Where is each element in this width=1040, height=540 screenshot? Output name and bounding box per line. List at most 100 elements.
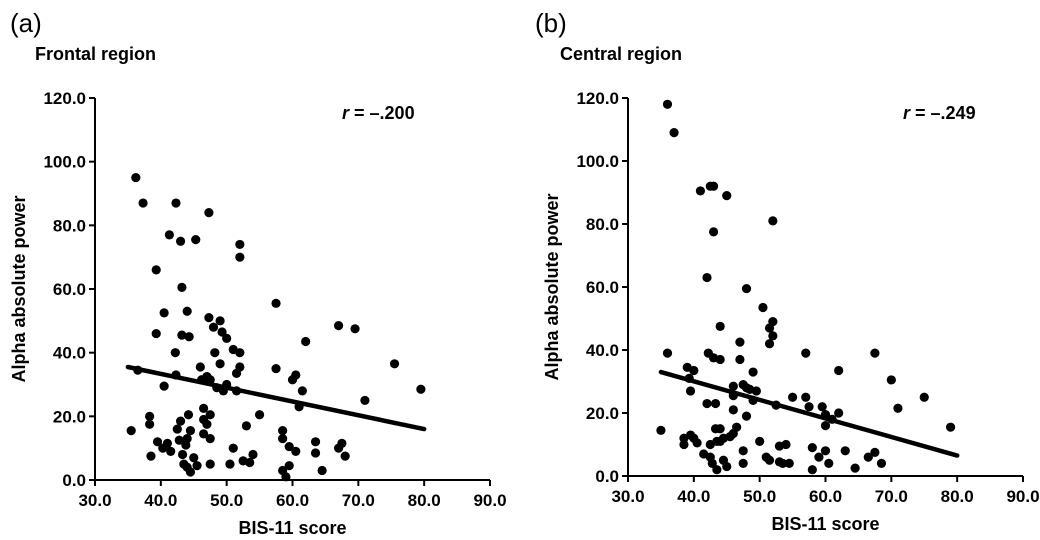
data-point: [764, 455, 775, 465]
data-point: [171, 198, 181, 208]
data-point: [204, 313, 214, 323]
data-point: [235, 239, 245, 250]
data-point: [175, 236, 186, 246]
data-point: [172, 424, 182, 434]
data-point: [170, 348, 180, 358]
data-point: [301, 336, 311, 347]
data-point: [702, 398, 712, 409]
y-tick-label: 80.0: [586, 215, 619, 234]
data-point: [185, 426, 196, 436]
data-point: [126, 426, 136, 436]
data-point: [245, 457, 255, 468]
data-point: [183, 410, 194, 420]
data-point: [876, 458, 887, 468]
data-point: [416, 384, 426, 394]
trend-line: [658, 369, 960, 458]
data-point: [145, 411, 155, 421]
data-point: [715, 354, 725, 365]
panel-frontal: (a) Frontal region r = –.200 0.0 20.0 40.0…: [9, 8, 507, 538]
data-point: [205, 459, 215, 469]
data-point: [870, 348, 880, 358]
data-point: [807, 465, 817, 475]
data-point: [159, 381, 169, 391]
y-tick-label: 100.0: [43, 153, 86, 172]
scatter-chart-central: r = –.249 0.0 20.0 40.0 60.0 80.0 100.0 120.0 3…: [542, 89, 1040, 534]
y-tick-label: 80.0: [53, 216, 86, 235]
data-point: [340, 451, 350, 461]
data-point: [728, 381, 738, 391]
y-axis-title: Alpha absolute power: [9, 195, 29, 382]
data-point: [184, 332, 194, 342]
r-value: = –.200: [349, 103, 415, 123]
x-tick-label: 40.0: [144, 491, 177, 510]
data-point: [863, 452, 873, 462]
data-point: [317, 465, 327, 476]
data-point: [662, 99, 673, 109]
x-tick-label: 60.0: [276, 491, 309, 510]
data-point: [151, 265, 161, 275]
data-point: [945, 422, 956, 432]
x-tick-label: 80.0: [408, 491, 441, 510]
data-point: [679, 439, 689, 450]
data-point: [708, 227, 719, 237]
x-tick-label: 90.0: [473, 491, 506, 510]
x-tick-label: 50.0: [743, 487, 776, 506]
data-point: [228, 443, 238, 453]
y-tick-label: 40.0: [586, 341, 619, 360]
data-point: [784, 458, 794, 468]
data-point: [787, 392, 798, 402]
data-point: [715, 321, 725, 331]
chart-title: Central region: [560, 44, 683, 64]
x-axis-title: BIS-11 score: [238, 518, 346, 538]
data-point: [199, 429, 209, 439]
data-point: [310, 448, 321, 458]
data-point: [870, 447, 880, 457]
data-point: [271, 298, 281, 308]
chart-title: Frontal region: [35, 44, 156, 64]
y-tick-label: 20.0: [53, 407, 86, 426]
data-point: [662, 348, 673, 358]
data-point: [735, 354, 745, 365]
data-point: [689, 365, 699, 376]
data-point: [840, 446, 850, 456]
data-point: [205, 434, 215, 444]
data-point: [174, 435, 184, 445]
data-point: [748, 367, 758, 377]
data-point: [205, 410, 215, 420]
data-point: [162, 438, 173, 448]
y-tick-label: 20.0: [586, 404, 619, 423]
data-point: [164, 230, 174, 240]
x-axis-title: BIS-11 score: [771, 514, 879, 534]
data-point: [722, 461, 732, 472]
r-symbol: r: [903, 103, 911, 123]
data-point: [360, 395, 370, 406]
data-point: [738, 446, 748, 456]
y-tick-label: 0.0: [595, 467, 619, 486]
data-point: [735, 337, 745, 347]
data-point: [222, 333, 232, 343]
x-tick-label: 90.0: [1006, 487, 1039, 506]
y-tick-label: 120.0: [576, 89, 619, 108]
data-point: [145, 419, 155, 429]
data-point: [807, 443, 817, 453]
trend-line: [125, 364, 427, 432]
r-value: = –.249: [910, 103, 976, 123]
data-point: [182, 434, 192, 444]
r-symbol: r: [342, 103, 350, 123]
data-point: [768, 331, 778, 341]
data-point: [235, 252, 245, 262]
data-point: [685, 386, 696, 396]
data-point: [707, 458, 717, 468]
data-point: [715, 424, 725, 434]
data-point: [281, 472, 291, 482]
x-tick-label: 70.0: [342, 491, 375, 510]
data-point: [695, 186, 706, 196]
data-point: [182, 306, 192, 316]
data-point: [834, 408, 844, 418]
data-point: [834, 365, 844, 376]
data-point: [778, 458, 788, 468]
x-tick-label: 30.0: [611, 487, 644, 506]
data-point: [804, 402, 814, 412]
y-tick-label: 60.0: [586, 278, 619, 297]
data-point: [278, 426, 288, 436]
